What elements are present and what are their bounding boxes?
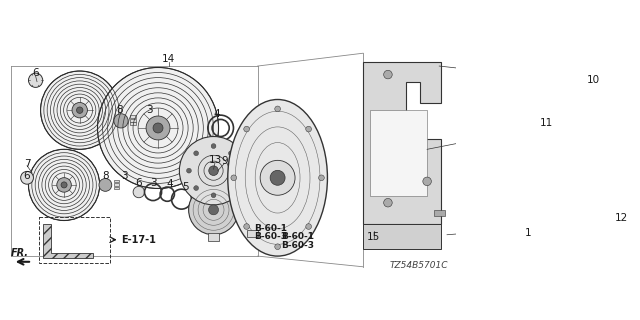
Text: B-60-3: B-60-3	[254, 232, 287, 241]
Circle shape	[383, 198, 392, 207]
Text: B-60-1: B-60-1	[254, 224, 287, 233]
Circle shape	[186, 168, 191, 173]
Bar	[114, 187, 119, 189]
Circle shape	[20, 172, 33, 184]
Bar	[247, 230, 259, 237]
Circle shape	[423, 177, 431, 186]
Circle shape	[228, 151, 234, 156]
Text: 4: 4	[166, 179, 173, 189]
Circle shape	[194, 151, 198, 156]
Circle shape	[133, 186, 145, 198]
Circle shape	[97, 68, 218, 188]
Circle shape	[275, 244, 280, 250]
Text: 1: 1	[525, 228, 531, 238]
Text: 3: 3	[150, 178, 157, 188]
Circle shape	[228, 186, 234, 190]
Bar	[114, 180, 119, 182]
Text: 12: 12	[615, 213, 628, 223]
Text: 8: 8	[116, 105, 123, 115]
Text: 3: 3	[121, 172, 128, 181]
Circle shape	[99, 179, 112, 191]
Text: 7: 7	[24, 158, 30, 169]
Text: 3: 3	[146, 105, 153, 115]
Circle shape	[179, 137, 248, 205]
Circle shape	[260, 160, 295, 195]
Circle shape	[28, 149, 100, 220]
Text: 5: 5	[182, 182, 188, 192]
Text: B-60-3: B-60-3	[281, 241, 314, 250]
Polygon shape	[363, 62, 442, 224]
Polygon shape	[43, 224, 93, 258]
Bar	[114, 183, 119, 186]
Text: 13: 13	[209, 155, 221, 165]
Circle shape	[244, 126, 250, 132]
Text: E-17-1: E-17-1	[121, 235, 156, 245]
Text: TZ54B5701C: TZ54B5701C	[390, 261, 449, 270]
Circle shape	[194, 186, 198, 190]
Circle shape	[189, 185, 239, 235]
Text: 6: 6	[135, 178, 141, 188]
Circle shape	[146, 116, 170, 140]
Circle shape	[319, 175, 324, 181]
Text: 15: 15	[367, 232, 380, 242]
Circle shape	[61, 182, 67, 188]
Text: 9: 9	[221, 156, 228, 166]
Bar	[131, 115, 136, 118]
Circle shape	[306, 126, 312, 132]
Text: FR.: FR.	[11, 247, 29, 258]
Bar	[434, 210, 445, 216]
Circle shape	[236, 168, 241, 173]
Ellipse shape	[228, 100, 328, 256]
Circle shape	[57, 178, 71, 192]
Circle shape	[77, 107, 83, 113]
Text: 4: 4	[214, 109, 220, 119]
Bar	[131, 122, 136, 125]
Circle shape	[244, 224, 250, 229]
Circle shape	[209, 166, 218, 175]
Text: 11: 11	[540, 118, 554, 128]
Bar	[370, 110, 427, 196]
Text: 6: 6	[24, 172, 30, 181]
Circle shape	[383, 70, 392, 79]
Circle shape	[209, 205, 218, 215]
Circle shape	[153, 123, 163, 133]
Text: 10: 10	[586, 75, 600, 85]
Circle shape	[114, 114, 128, 128]
Bar	[131, 119, 136, 122]
Circle shape	[275, 106, 280, 112]
Text: 14: 14	[162, 54, 175, 64]
Circle shape	[28, 73, 43, 87]
Bar	[208, 233, 220, 241]
Circle shape	[72, 102, 88, 118]
Circle shape	[231, 175, 237, 181]
Text: 8: 8	[102, 172, 109, 181]
Text: 6: 6	[32, 68, 39, 78]
Circle shape	[211, 193, 216, 198]
Circle shape	[40, 71, 119, 149]
Circle shape	[306, 224, 312, 229]
Circle shape	[211, 144, 216, 148]
Bar	[363, 224, 442, 249]
Circle shape	[270, 170, 285, 185]
Text: B-60-1: B-60-1	[281, 232, 314, 241]
